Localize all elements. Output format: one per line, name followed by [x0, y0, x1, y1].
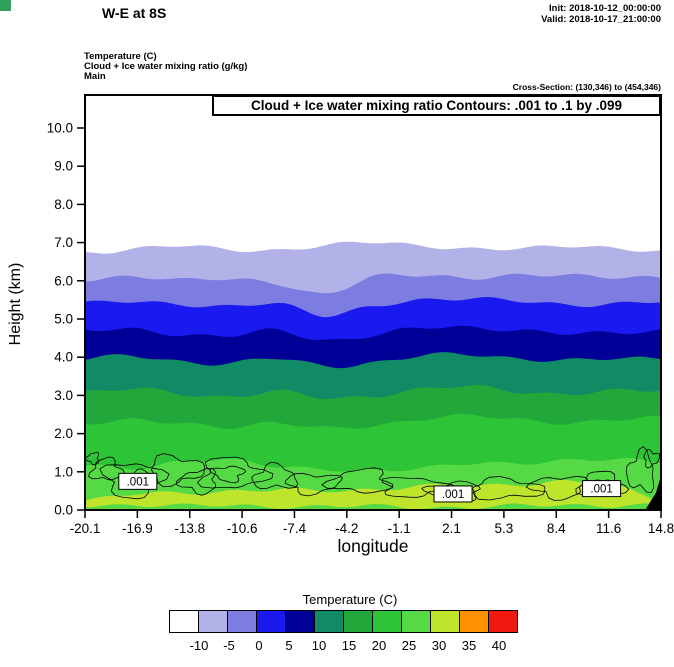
colorbar-title: Temperature (C): [302, 592, 398, 607]
colorbar-box: [488, 610, 518, 633]
contour-label: .001: [442, 489, 464, 501]
y-tick-label: 6.0: [54, 273, 73, 288]
cloud-contour: [196, 456, 274, 489]
y-tick-label: 2.0: [54, 426, 73, 441]
x-tick-label: 5.3: [495, 521, 514, 536]
cloud-contour: [525, 475, 588, 501]
x-tick-label: -13.8: [174, 521, 205, 536]
colorbar-box: [401, 610, 431, 633]
x-tick-label: -16.9: [122, 521, 153, 536]
cloud-contour: [643, 449, 661, 469]
cloud-contour: [209, 465, 247, 484]
field-label-cloud-ice: Cloud + Ice water mixing ratio (g/kg): [84, 61, 248, 72]
x-tick-label: 2.1: [442, 521, 461, 536]
colorbar-box: [256, 610, 286, 633]
colorbar-label: 15: [341, 638, 357, 653]
colorbar-box: [372, 610, 402, 633]
colorbar-label: 30: [431, 638, 447, 653]
x-tick-label: 11.6: [596, 521, 621, 536]
contour-label: .001: [127, 476, 149, 488]
temperature-band-30C: [85, 479, 661, 510]
x-tick-label: -20.1: [70, 521, 101, 536]
field-label-temperature: Temperature (C): [84, 51, 157, 62]
x-tick-label: 8.4: [547, 521, 566, 536]
cloud-contour: [99, 463, 170, 500]
contour-label: .001: [590, 484, 612, 496]
cloud-contour: [150, 453, 205, 488]
x-tick-label: 14.8: [648, 521, 674, 536]
colorbar-box: [169, 610, 199, 633]
y-tick-label: 5.0: [54, 312, 73, 327]
field-label-main: Main: [84, 71, 106, 82]
y-tick-label: 9.0: [54, 159, 73, 174]
colorbar-box: [198, 610, 228, 633]
contour-info-box: Cloud + Ice water mixing ratio Contours:…: [212, 95, 661, 116]
cloud-contour: [625, 446, 655, 494]
colorbar-label: 35: [461, 638, 477, 653]
colorbar-box: [459, 610, 489, 633]
colorbar-box: [430, 610, 460, 633]
y-axis-label: Height (km): [7, 262, 24, 346]
colorbar-box: [314, 610, 344, 633]
cloud-contour: [321, 467, 394, 494]
colorbar-label: 5: [285, 638, 293, 653]
x-axis-label: longitude: [337, 536, 409, 556]
x-tick-label: -10.6: [227, 521, 258, 536]
figure-title: W-E at 8S: [102, 5, 167, 21]
colorbar-label: -10: [189, 638, 209, 653]
y-tick-label: 0.0: [54, 503, 73, 518]
contour-label-box: [118, 472, 158, 490]
y-tick-label: 7.0: [54, 235, 73, 250]
colorbar-box: [285, 610, 315, 633]
colorbar-labels: -10 -5 0 5 10 15 20 25 30 35 40: [170, 638, 532, 653]
y-tick-label: 10.0: [47, 121, 73, 136]
cloud-contour: [88, 456, 126, 481]
x-tick-label: -7.4: [283, 521, 307, 536]
valid-time-label: Valid: 2018-10-17_21:00:00: [541, 14, 661, 25]
x-tick-label: -1.1: [388, 521, 411, 536]
contour-label-box: [582, 480, 622, 498]
cloud-contour: [381, 477, 457, 498]
colorbar-label: 10: [311, 638, 327, 653]
colorbar-label: 20: [371, 638, 387, 653]
colorbar-label: 40: [491, 638, 507, 653]
colorbar-label: 25: [401, 638, 417, 653]
y-tick-label: 3.0: [54, 388, 73, 403]
plot-content: .001 .001 .001: [85, 95, 661, 510]
y-tick-label: 1.0: [54, 464, 73, 479]
corner-mark: [0, 0, 11, 11]
y-tick-label: 8.0: [54, 197, 73, 212]
colorbar: [169, 610, 518, 633]
cloud-contour: [284, 472, 344, 497]
y-tick-label: 4.0: [54, 350, 73, 365]
cloud-contour: [251, 461, 299, 490]
init-time-label: Init: 2018-10-12_00:00:00: [549, 3, 661, 14]
colorbar-box: [343, 610, 373, 633]
colorbar-box: [227, 610, 257, 633]
colorbar-label: -5: [223, 638, 235, 653]
contour-label-box: [433, 485, 473, 503]
x-tick-label: -4.2: [335, 521, 358, 536]
colorbar-label: 0: [255, 638, 263, 653]
cross-section-coords-label: Cross-Section: (130,346) to (454,346): [512, 82, 661, 92]
terrain: [645, 475, 661, 510]
